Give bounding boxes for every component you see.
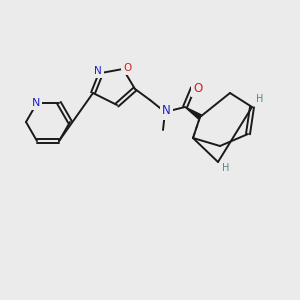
Text: O: O	[123, 63, 131, 73]
Text: H: H	[222, 163, 230, 173]
Polygon shape	[185, 107, 201, 119]
Text: H: H	[256, 94, 264, 104]
Text: N: N	[94, 66, 102, 76]
Text: N: N	[162, 104, 170, 118]
Text: O: O	[194, 82, 202, 94]
Text: N: N	[32, 98, 40, 108]
